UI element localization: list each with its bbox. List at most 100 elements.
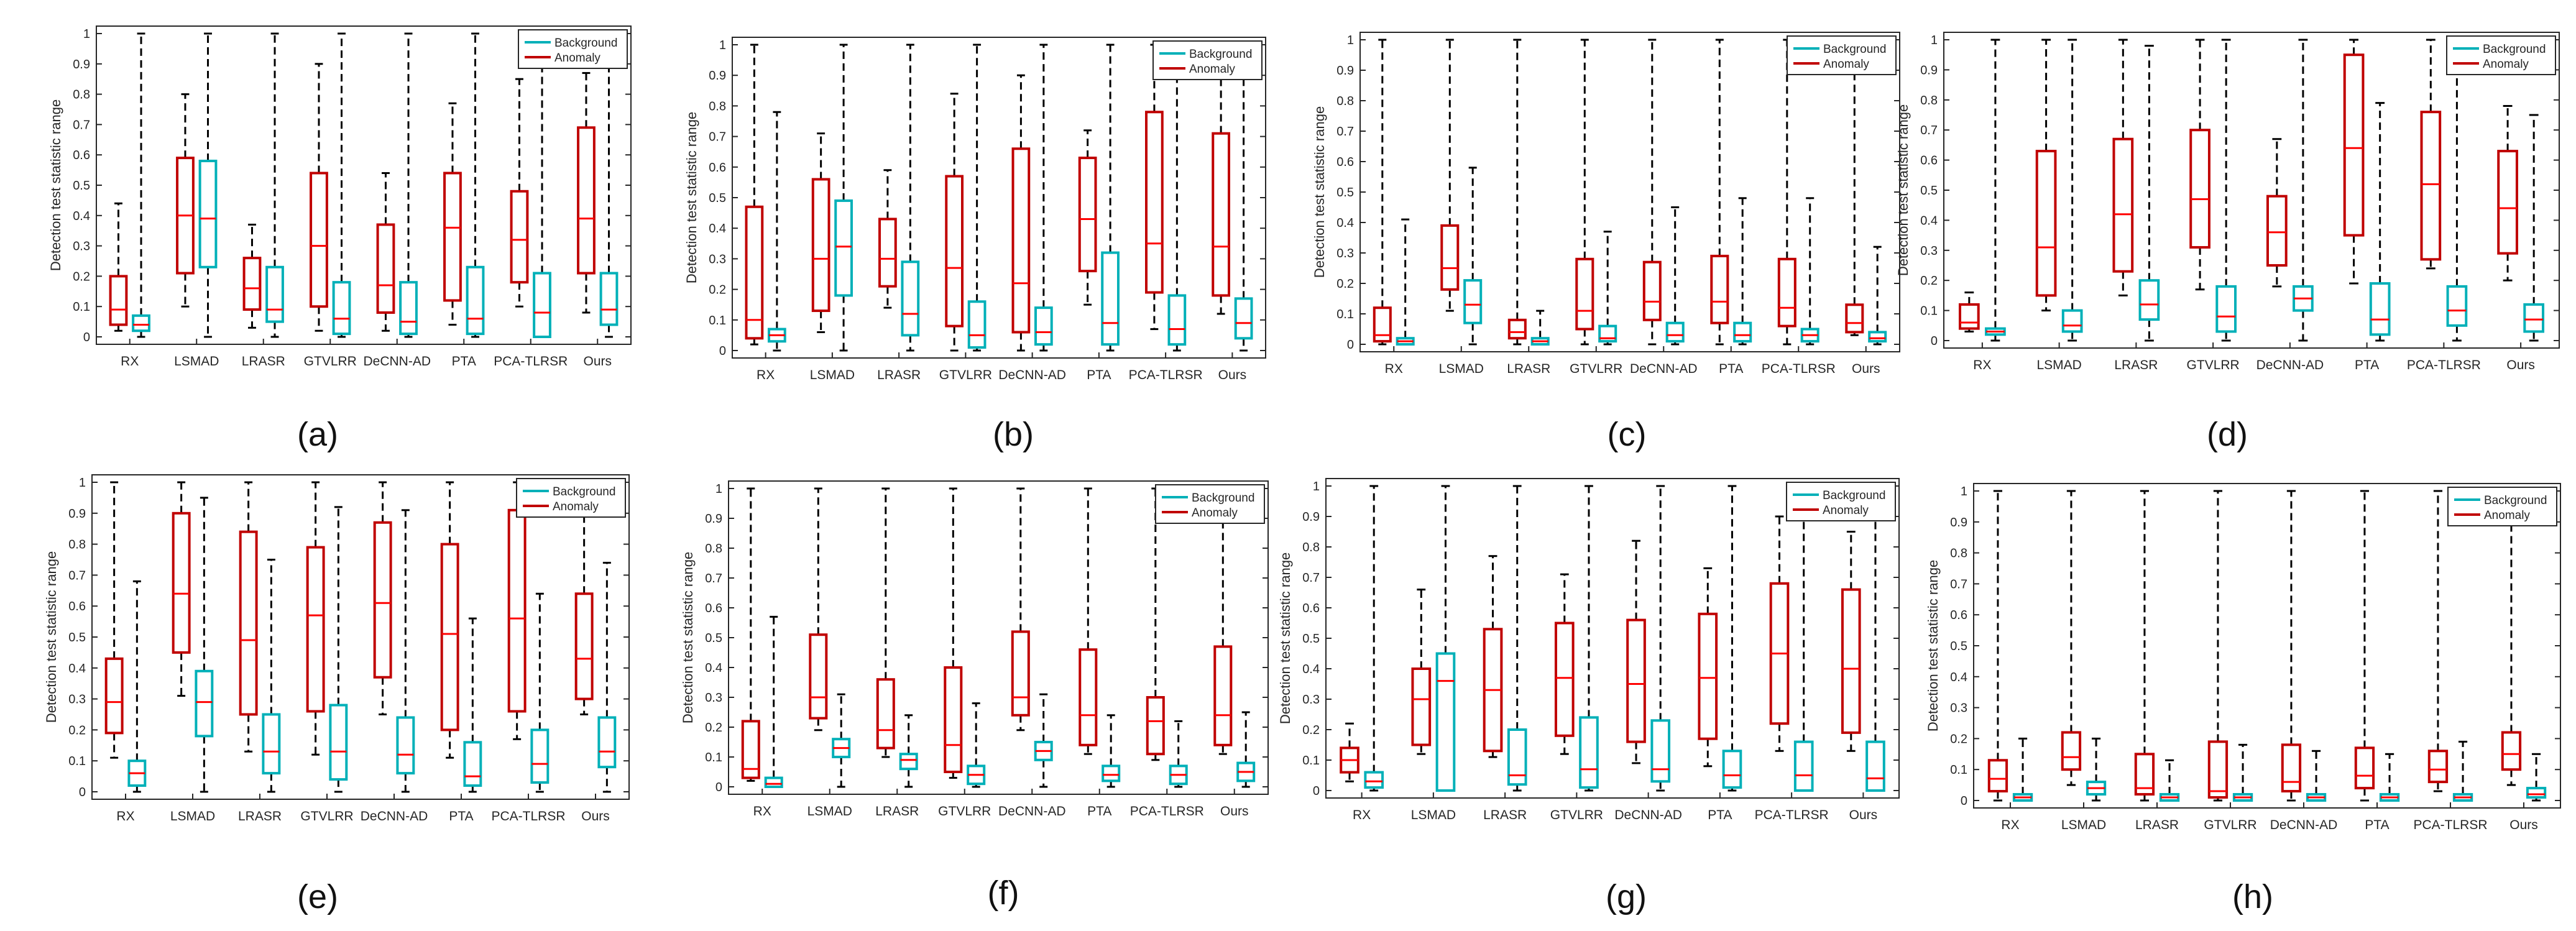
y-tick-label: 0.6 — [709, 161, 726, 175]
background-box-rx — [1396, 218, 1415, 346]
background-box-lrasr — [899, 714, 918, 788]
x-tick-label-decnn-ad: DeCNN-AD — [1614, 808, 1682, 822]
iqr-box — [376, 223, 395, 314]
anomaly-box-pta — [1078, 129, 1097, 306]
chart-panel-c: 0 0.1 0.2 0.3 0.4 0.5 0.6 0.7 0.8 0.9 1 Detection t… — [1312, 32, 1900, 453]
anomaly-box-lsmad — [809, 487, 828, 732]
iqr-box — [510, 190, 529, 284]
y-tick-label: 0.4 — [705, 661, 722, 675]
iqr-box — [262, 713, 281, 775]
y-tick-label: 0 — [719, 344, 726, 358]
iqr-box — [1507, 728, 1527, 786]
y-tick-label: 0.6 — [73, 149, 90, 162]
iqr-box — [463, 741, 482, 787]
anomaly-box-lrasr — [876, 487, 895, 758]
x-tick-label-pca-tlrsr: PCA-TLRSR — [1129, 368, 1203, 382]
iqr-box — [1665, 321, 1685, 343]
iqr-box — [104, 657, 124, 735]
x-tick-label-ours: Ours — [583, 354, 612, 369]
chart-panel-a: 0 0.1 0.2 0.3 0.4 0.5 0.6 0.7 0.8 0.9 1 Detection t… — [48, 25, 632, 453]
y-tick-label: 1 — [83, 27, 90, 41]
anomaly-box-decnn-ad — [1642, 39, 1662, 346]
x-tick-label-lrasr: LRASR — [1483, 808, 1527, 822]
iqr-box — [878, 218, 897, 288]
y-tick-label: 1 — [1931, 34, 1938, 47]
x-tick-label-gtvlrr: GTVLRR — [1550, 808, 1603, 822]
y-tick-label: 0.9 — [1950, 516, 1967, 530]
x-tick-label-gtvlrr: GTVLRR — [1570, 362, 1622, 376]
anomaly-box-rx — [745, 44, 764, 346]
y-axis-label: Detection test statistic range — [1277, 553, 1293, 724]
background-box-decnn-ad — [1650, 485, 1671, 792]
y-tick-label: 1 — [79, 476, 86, 490]
anomaly-box-decnn-ad — [1011, 487, 1030, 732]
legend-label-anomaly: Anomaly — [2484, 509, 2530, 522]
x-tick-label-ours: Ours — [2506, 358, 2535, 372]
anomaly-box-lsmad — [1440, 39, 1460, 312]
y-tick-label: 0.6 — [705, 602, 722, 615]
iqr-box — [1234, 297, 1253, 340]
background-box-pta — [463, 617, 482, 793]
iqr-box — [2061, 309, 2083, 333]
x-tick-label-rx: RX — [1385, 362, 1403, 376]
iqr-box — [466, 265, 485, 336]
iqr-box — [2281, 743, 2302, 793]
iqr-box — [109, 275, 128, 326]
x-tick-label-lsmad: LSMAD — [2036, 358, 2081, 372]
chart-panel-g: 0 0.1 0.2 0.3 0.4 0.5 0.6 0.7 0.8 0.9 1 Detection t… — [1277, 478, 1900, 915]
y-axis-label: Detection test statistic range — [1312, 106, 1327, 278]
x-tick-label-pta: PTA — [2355, 358, 2379, 372]
background-box-lrasr — [1530, 310, 1550, 346]
background-box-decnn-ad — [399, 32, 418, 338]
iqr-box — [1507, 318, 1527, 340]
background-box-lsmad — [2086, 737, 2107, 802]
x-tick-label-ours: Ours — [581, 809, 610, 823]
background-box-lsmad — [198, 32, 218, 338]
y-tick-label: 0.5 — [1302, 632, 1320, 646]
background-box-rx — [1364, 485, 1384, 792]
iqr-box — [597, 716, 617, 769]
y-axis-label: Detection test statistic range — [48, 99, 63, 271]
legend-label-anomaly: Anomaly — [554, 52, 600, 65]
anomaly-box-gtvlrr — [1554, 573, 1575, 755]
iqr-box — [811, 178, 830, 313]
iqr-box — [1102, 764, 1121, 782]
y-tick-label: 0.9 — [705, 512, 722, 526]
y-tick-label: 0.4 — [1920, 214, 1938, 227]
y-tick-label: 0.1 — [68, 754, 86, 768]
y-tick-label: 0.4 — [709, 222, 726, 236]
background-box-ours — [1234, 44, 1253, 352]
iqr-box — [1598, 324, 1617, 343]
iqr-box — [2526, 787, 2547, 799]
iqr-box — [2369, 282, 2391, 336]
anomaly-box-pca-tlrsr — [2420, 39, 2442, 270]
iqr-box — [599, 272, 619, 326]
anomaly-box-ours — [2497, 104, 2518, 282]
iqr-box — [944, 666, 963, 773]
background-box-gtvlrr — [329, 506, 348, 793]
anomaly-box-gtvlrr — [1575, 39, 1594, 346]
y-tick-label: 0.4 — [1336, 216, 1354, 230]
iqr-box — [2497, 150, 2518, 255]
y-tick-label: 0.5 — [1950, 640, 1967, 653]
iqr-box — [2189, 129, 2210, 249]
background-box-pta — [1102, 714, 1121, 788]
y-tick-label: 0.8 — [709, 99, 726, 113]
legend: Background Anomaly — [1152, 40, 1263, 80]
background-box-rx — [2012, 737, 2033, 802]
y-tick-label: 0.2 — [1336, 277, 1354, 291]
iqr-box — [1845, 303, 1864, 334]
iqr-box — [1698, 612, 1718, 740]
iqr-box — [1373, 306, 1392, 343]
anomaly-box-rx — [109, 202, 128, 332]
y-tick-label: 1 — [1961, 485, 1967, 498]
background-box-lrasr — [2138, 45, 2160, 342]
iqr-box — [1579, 716, 1599, 789]
legend: Background Anomaly — [1155, 484, 1265, 524]
y-tick-label: 0.9 — [709, 69, 726, 83]
y-tick-label: 0.3 — [705, 691, 722, 705]
anomaly-box-decnn-ad — [1011, 74, 1031, 352]
iqr-box — [577, 126, 596, 275]
anomaly-box-gtvlrr — [2207, 490, 2229, 802]
background-box-ours — [597, 561, 617, 793]
